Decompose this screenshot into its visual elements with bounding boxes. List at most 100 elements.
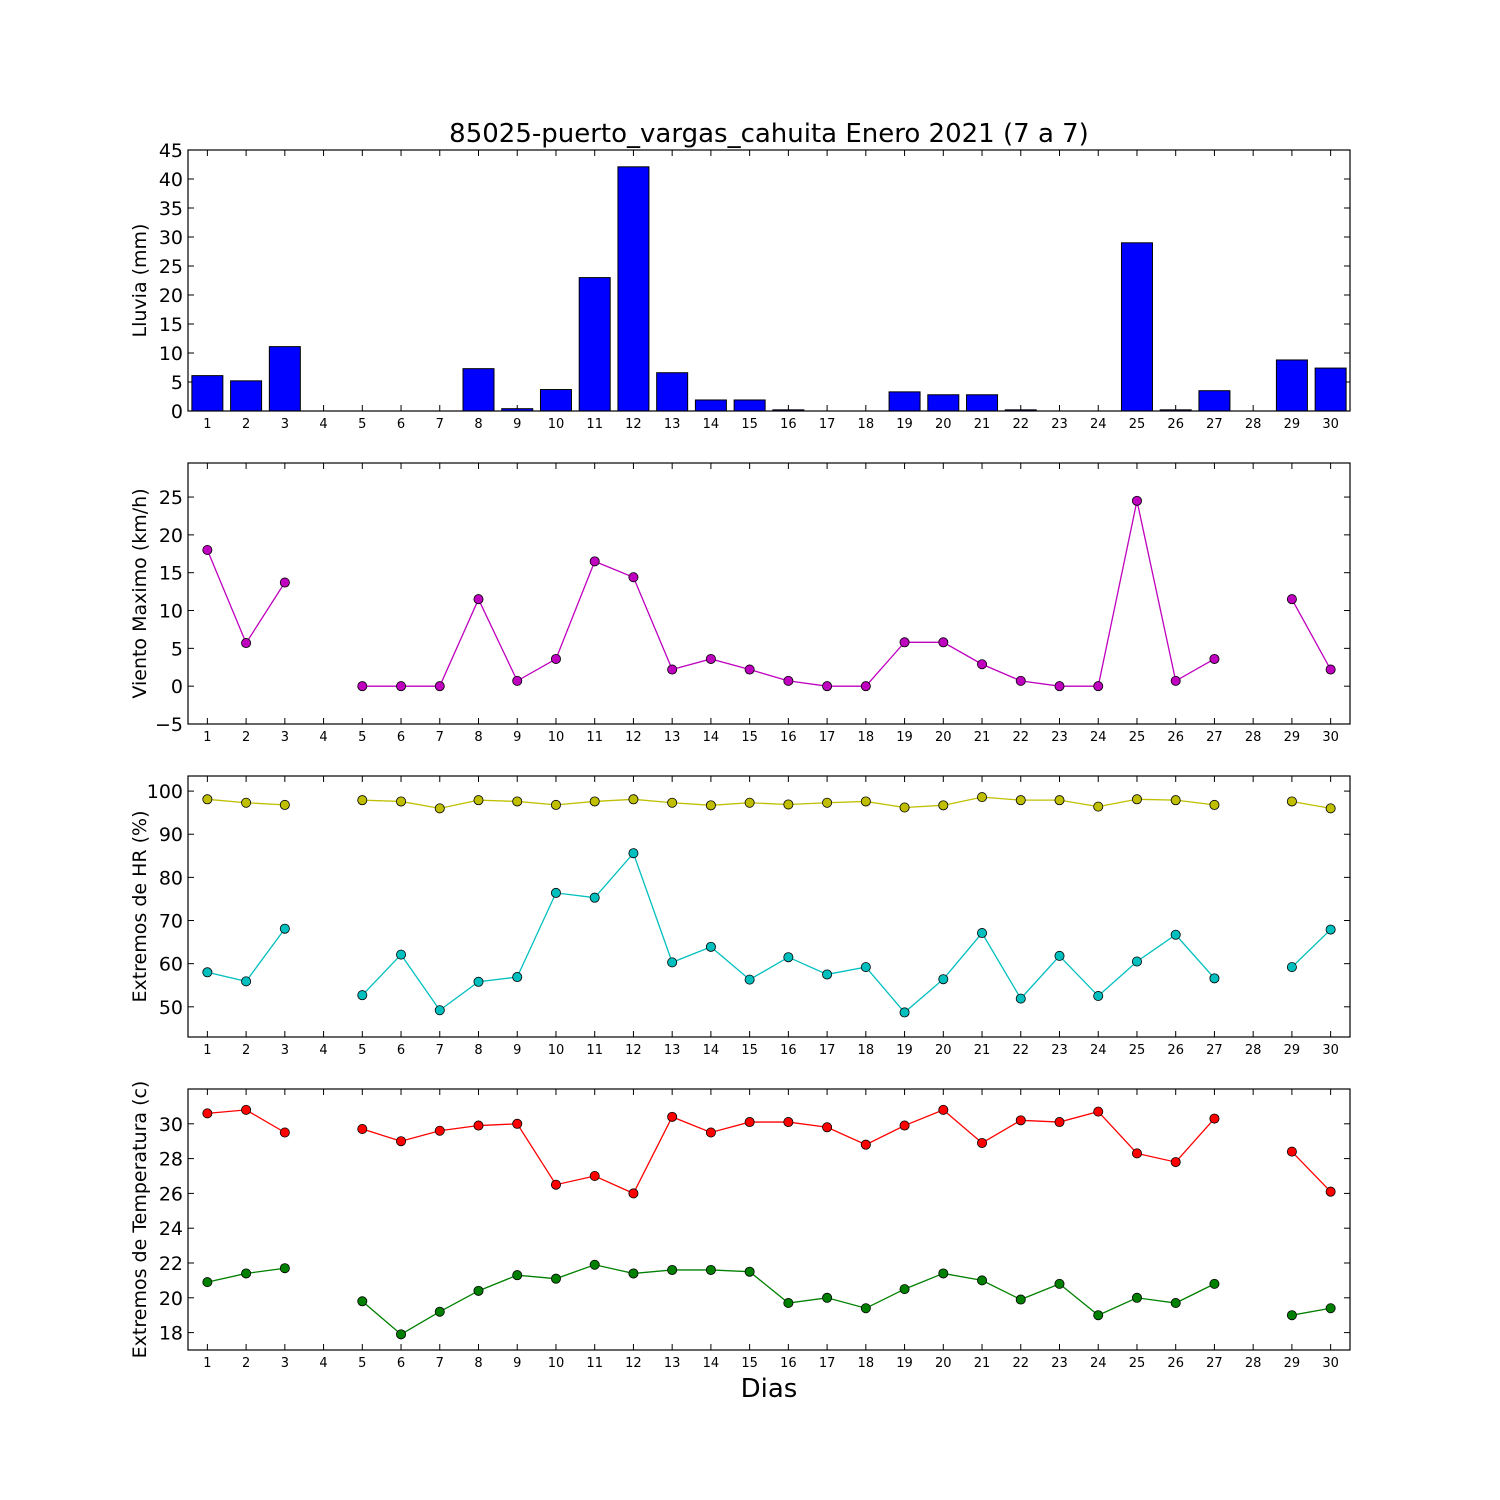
x-tick-label: 25: [1129, 730, 1146, 745]
data-point: [396, 949, 407, 960]
data-point: [1131, 794, 1142, 805]
data-point: [396, 1329, 407, 1340]
data-point: [1325, 664, 1336, 675]
x-tick-label: 8: [474, 1356, 482, 1371]
data-point: [434, 1005, 445, 1016]
x-tick-label: 9: [513, 417, 521, 432]
data-point: [473, 1285, 484, 1296]
series-line: [1291, 929, 1332, 968]
x-tick-label: 23: [1051, 1356, 1068, 1371]
y-axis-label: Lluvia (mm): [129, 224, 151, 338]
data-point: [705, 653, 716, 664]
x-tick-label: 23: [1051, 730, 1068, 745]
plot-frame: [187, 1088, 1351, 1351]
y-tick-label: 20: [159, 285, 183, 307]
x-tick-label: 21: [974, 730, 991, 745]
y-axis-label: Extremos de HR (%): [129, 810, 151, 1002]
data-point: [550, 653, 561, 664]
y-tick-label: 30: [159, 1114, 183, 1136]
x-tick-label: 1: [203, 417, 211, 432]
data-point: [822, 969, 833, 980]
x-tick-label: 12: [625, 730, 642, 745]
rain-bar: [462, 368, 495, 412]
data-point: [512, 1118, 523, 1129]
x-tick-label: 7: [436, 1043, 444, 1058]
rain-bar: [191, 375, 224, 412]
data-point: [938, 1104, 949, 1115]
y-tick-label: 30: [159, 227, 183, 249]
x-tick-label: 24: [1090, 730, 1107, 745]
x-tick-label: 12: [625, 417, 642, 432]
x-tick-label: 30: [1322, 417, 1339, 432]
data-point: [512, 796, 523, 807]
data-point: [589, 556, 600, 567]
x-tick-label: 9: [513, 730, 521, 745]
y-tick-label: 0: [171, 676, 183, 698]
data-point: [1209, 653, 1220, 664]
data-point: [977, 659, 988, 670]
data-point: [744, 1117, 755, 1128]
data-point: [241, 976, 252, 987]
x-tick-label: 11: [586, 1043, 603, 1058]
x-tick-label: 21: [974, 1043, 991, 1058]
data-point: [705, 1264, 716, 1275]
data-point: [977, 792, 988, 803]
x-tick-label: 28: [1245, 1356, 1262, 1371]
data-point: [550, 887, 561, 898]
data-point: [1209, 1278, 1220, 1289]
x-tick-label: 13: [664, 417, 681, 432]
rain-bar: [927, 394, 960, 412]
plot-frame: [187, 775, 1351, 1038]
x-tick-label: 13: [664, 1043, 681, 1058]
x-tick-label: 1: [203, 1356, 211, 1371]
rain-bar: [578, 277, 611, 412]
data-point: [705, 941, 716, 952]
x-tick-label: 5: [358, 1356, 366, 1371]
series-line: [1291, 598, 1332, 670]
y-tick-label: 15: [159, 314, 183, 336]
x-tick-label: 15: [741, 417, 758, 432]
x-tick-label: 29: [1284, 1043, 1301, 1058]
x-tick-label: 9: [513, 1043, 521, 1058]
data-point: [1170, 675, 1181, 686]
x-tick-label: 8: [474, 730, 482, 745]
data-point: [202, 967, 213, 978]
x-tick-label: 10: [548, 1356, 565, 1371]
data-point: [473, 1120, 484, 1131]
data-point: [512, 1270, 523, 1281]
x-tick-label: 3: [281, 417, 289, 432]
x-tick-label: 26: [1167, 1356, 1184, 1371]
data-point: [628, 848, 639, 859]
data-point: [822, 1122, 833, 1133]
x-tick-label: 2: [242, 730, 250, 745]
x-tick-label: 3: [281, 1043, 289, 1058]
data-point: [822, 1292, 833, 1303]
x-tick-label: 6: [397, 1043, 405, 1058]
data-point: [899, 1284, 910, 1295]
x-tick-label: 23: [1051, 1043, 1068, 1058]
y-axis-label: Viento Maximo (km/h): [129, 488, 151, 698]
data-point: [977, 1275, 988, 1286]
x-tick-label: 24: [1090, 417, 1107, 432]
data-point: [279, 1127, 290, 1138]
x-tick-label: 5: [358, 417, 366, 432]
y-tick-label: 60: [159, 954, 183, 976]
x-tick-label: 18: [858, 1356, 875, 1371]
data-point: [1209, 973, 1220, 984]
data-point: [1325, 1303, 1336, 1314]
data-point: [589, 1259, 600, 1270]
data-point: [938, 1268, 949, 1279]
series-line: [1291, 1307, 1331, 1316]
x-tick-label: 6: [397, 417, 405, 432]
data-point: [744, 974, 755, 985]
x-tick-label: 26: [1167, 417, 1184, 432]
data-point: [434, 1306, 445, 1317]
data-point: [1015, 993, 1026, 1004]
data-point: [744, 664, 755, 675]
data-point: [279, 923, 290, 934]
data-point: [860, 1139, 871, 1150]
x-tick-label: 24: [1090, 1356, 1107, 1371]
x-tick-label: 7: [436, 730, 444, 745]
y-tick-label: 20: [159, 525, 183, 547]
